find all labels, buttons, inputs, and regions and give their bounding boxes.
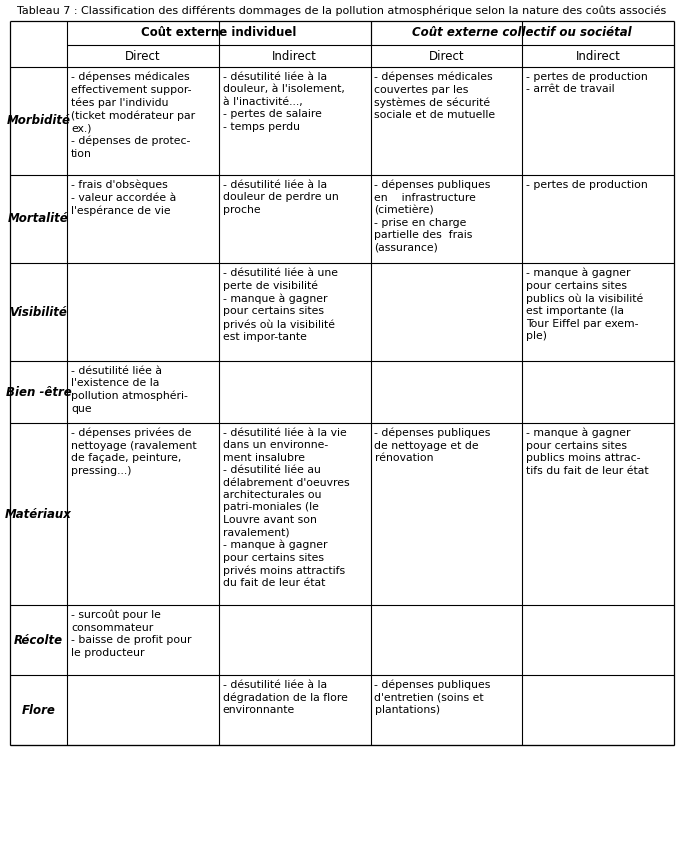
Text: - pertes de production: - pertes de production <box>526 180 648 190</box>
Text: Mortalité: Mortalité <box>8 212 69 226</box>
Text: - dépenses médicales
effectivement suppor-
tées par l'individu
(ticket modérateu: - dépenses médicales effectivement suppo… <box>71 72 195 159</box>
Text: - désutilité liée à la
douleur, à l'isolement,
à l'inactivité...,
- pertes de sa: - désutilité liée à la douleur, à l'isol… <box>223 72 345 131</box>
Text: Direct: Direct <box>125 50 161 63</box>
Text: - désutilité liée à une
perte de visibilité
- manque à gagner
pour certains site: - désutilité liée à une perte de visibil… <box>223 268 338 342</box>
Text: Coût externe individuel: Coût externe individuel <box>141 27 296 40</box>
Text: Direct: Direct <box>429 50 464 63</box>
Text: - désutilité liée à la
dégradation de la flore
environnante: - désutilité liée à la dégradation de la… <box>223 680 347 716</box>
Text: - dépenses publiques
en    infrastructure
(cimetière)
- prise en charge
partiell: - dépenses publiques en infrastructure (… <box>375 180 491 253</box>
Text: Indirect: Indirect <box>272 50 317 63</box>
Text: - dépenses médicales
couvertes par les
systèmes de sécurité
sociale et de mutuel: - dépenses médicales couvertes par les s… <box>375 72 496 120</box>
Text: - manque à gagner
pour certains sites
publics où la visibilité
est importante (l: - manque à gagner pour certains sites pu… <box>526 268 644 341</box>
Text: Visibilité: Visibilité <box>10 306 68 319</box>
Text: Matériaux: Matériaux <box>5 508 72 521</box>
Text: Tableau 7 : Classification des différents dommages de la pollution atmosphérique: Tableau 7 : Classification des différent… <box>17 6 667 16</box>
Text: - désutilité liée à la vie
dans un environne-
ment insalubre
- désutilité liée a: - désutilité liée à la vie dans un envir… <box>223 428 350 588</box>
Text: Coût externe collectif ou sociétal: Coût externe collectif ou sociétal <box>412 27 632 40</box>
Text: - surcoût pour le
consommateur
- baisse de profit pour
le producteur: - surcoût pour le consommateur - baisse … <box>71 610 192 658</box>
Text: - frais d'obsèques
- valeur accordée à
l'espérance de vie: - frais d'obsèques - valeur accordée à l… <box>71 180 176 216</box>
Text: Flore: Flore <box>22 704 55 716</box>
Text: - désutilité liée à la
douleur de perdre un
proche: - désutilité liée à la douleur de perdre… <box>223 180 339 215</box>
Text: Bien -être: Bien -être <box>5 386 71 399</box>
Text: - pertes de production
- arrêt de travail: - pertes de production - arrêt de travai… <box>526 72 648 94</box>
Text: - manque à gagner
pour certains sites
publics moins attrac-
tifs du fait de leur: - manque à gagner pour certains sites pu… <box>526 428 649 476</box>
Text: - désutilité liée à
l'existence de la
pollution atmosphéri-
que: - désutilité liée à l'existence de la po… <box>71 366 188 414</box>
Text: - dépenses privées de
nettoyage (ravalement
de façade, peinture,
pressing...): - dépenses privées de nettoyage (ravalem… <box>71 428 196 476</box>
Text: Morbidité: Morbidité <box>7 114 70 127</box>
Text: - dépenses publiques
de nettoyage et de
rénovation: - dépenses publiques de nettoyage et de … <box>375 428 491 463</box>
Text: Indirect: Indirect <box>576 50 620 63</box>
Text: Récolte: Récolte <box>14 633 63 647</box>
Text: - dépenses publiques
d'entretien (soins et
plantations): - dépenses publiques d'entretien (soins … <box>375 680 491 716</box>
